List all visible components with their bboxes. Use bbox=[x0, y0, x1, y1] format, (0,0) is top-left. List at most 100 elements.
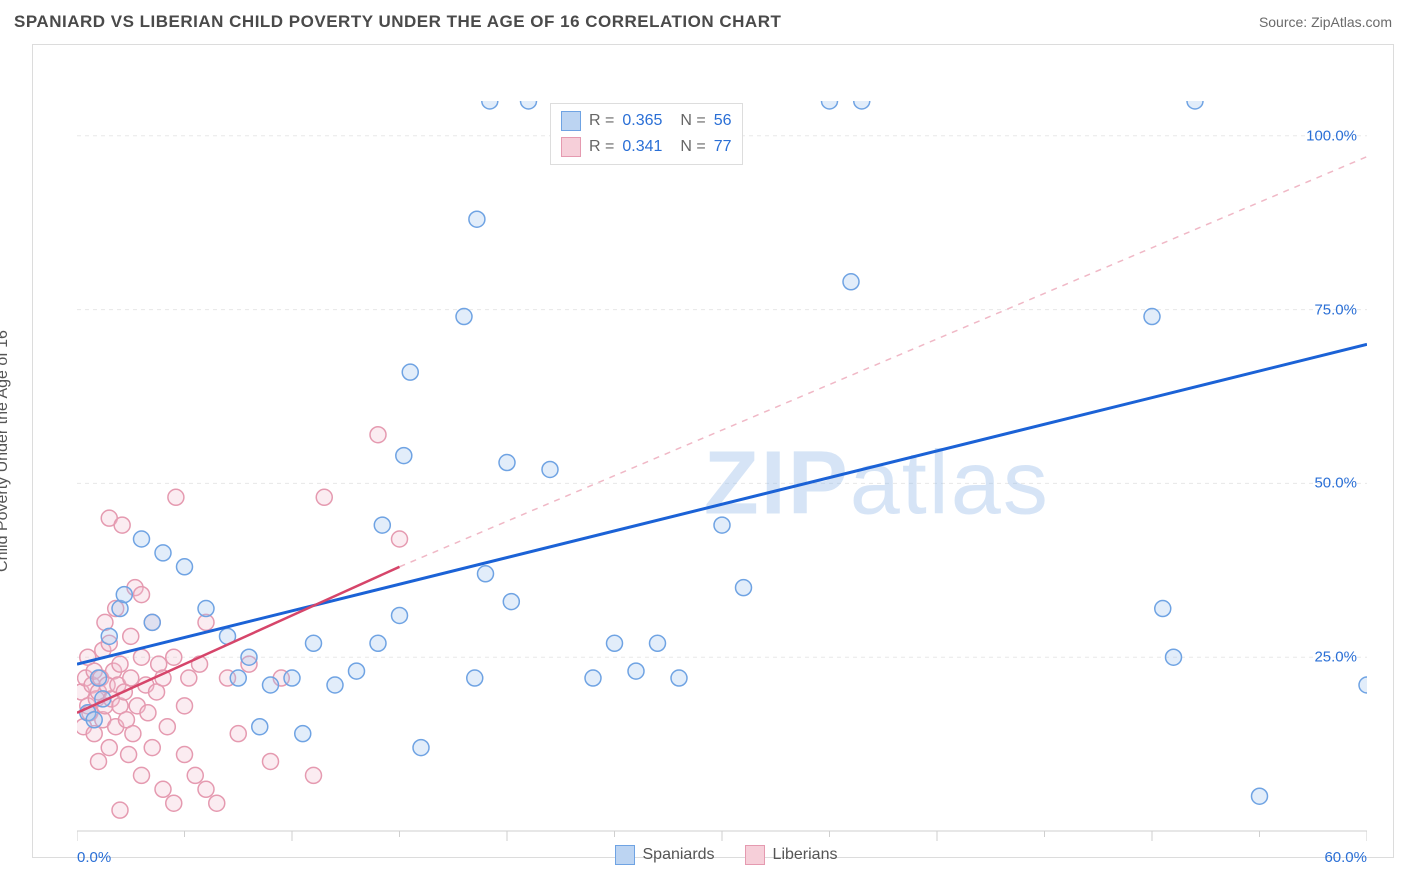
point-spaniards bbox=[1144, 309, 1160, 325]
point-spaniards bbox=[177, 559, 193, 575]
point-liberians bbox=[370, 427, 386, 443]
y-tick-label: 100.0% bbox=[1306, 127, 1357, 144]
point-liberians bbox=[166, 649, 182, 665]
point-liberians bbox=[134, 587, 150, 603]
legend-swatch bbox=[745, 845, 765, 865]
point-spaniards bbox=[1359, 677, 1367, 693]
point-spaniards bbox=[327, 677, 343, 693]
point-spaniards bbox=[650, 635, 666, 651]
point-spaniards bbox=[392, 607, 408, 623]
point-liberians bbox=[123, 628, 139, 644]
series-legend: Spaniards Liberians bbox=[615, 845, 838, 865]
point-liberians bbox=[123, 670, 139, 686]
point-spaniards bbox=[101, 628, 117, 644]
point-liberians bbox=[112, 802, 128, 818]
point-spaniards bbox=[843, 274, 859, 290]
point-liberians bbox=[125, 726, 141, 742]
point-liberians bbox=[263, 753, 279, 769]
point-spaniards bbox=[714, 517, 730, 533]
point-liberians bbox=[392, 531, 408, 547]
point-liberians bbox=[187, 767, 203, 783]
point-spaniards bbox=[413, 740, 429, 756]
point-spaniards bbox=[396, 448, 412, 464]
y-axis-label: Child Poverty Under the Age of 16 bbox=[0, 330, 12, 572]
correlation-legend-row: R = 0.365 N = 56 bbox=[561, 108, 732, 134]
point-spaniards bbox=[86, 712, 102, 728]
point-spaniards bbox=[542, 461, 558, 477]
chart-title: SPANIARD VS LIBERIAN CHILD POVERTY UNDER… bbox=[14, 12, 781, 32]
series-legend-label: Spaniards bbox=[643, 846, 715, 863]
legend-swatch bbox=[561, 111, 581, 131]
point-spaniards bbox=[230, 670, 246, 686]
point-spaniards bbox=[349, 663, 365, 679]
point-spaniards bbox=[402, 364, 418, 380]
point-spaniards bbox=[306, 635, 322, 651]
legend-swatch bbox=[561, 137, 581, 157]
point-liberians bbox=[181, 670, 197, 686]
point-liberians bbox=[198, 781, 214, 797]
point-spaniards bbox=[854, 101, 870, 109]
point-liberians bbox=[177, 698, 193, 714]
y-tick-label: 25.0% bbox=[1314, 649, 1357, 666]
point-liberians bbox=[121, 747, 137, 763]
point-spaniards bbox=[116, 587, 132, 603]
point-spaniards bbox=[144, 614, 160, 630]
point-spaniards bbox=[295, 726, 311, 742]
point-liberians bbox=[144, 740, 160, 756]
point-spaniards bbox=[155, 545, 171, 561]
correlation-legend-row: R =0.341 N =77 bbox=[561, 134, 732, 160]
point-spaniards bbox=[1155, 601, 1171, 617]
source-label: Source: ZipAtlas.com bbox=[1259, 14, 1392, 30]
point-spaniards bbox=[252, 719, 268, 735]
y-tick-label: 50.0% bbox=[1314, 475, 1357, 492]
point-liberians bbox=[209, 795, 225, 811]
watermark: ZIPatlas bbox=[704, 433, 1050, 533]
x-tick-label: 60.0% bbox=[1324, 849, 1367, 866]
series-legend-label: Liberians bbox=[773, 846, 838, 863]
point-spaniards bbox=[284, 670, 300, 686]
point-spaniards bbox=[91, 670, 107, 686]
point-spaniards bbox=[370, 635, 386, 651]
point-liberians bbox=[316, 489, 332, 505]
r-label: R = bbox=[589, 108, 614, 134]
point-liberians bbox=[166, 795, 182, 811]
point-spaniards bbox=[478, 566, 494, 582]
point-spaniards bbox=[482, 101, 498, 109]
n-value: 56 bbox=[714, 108, 732, 134]
y-tick-label: 75.0% bbox=[1314, 301, 1357, 318]
point-spaniards bbox=[1252, 788, 1268, 804]
point-spaniards bbox=[263, 677, 279, 693]
r-value: 0.365 bbox=[622, 108, 662, 134]
chart-svg: ZIPatlas bbox=[77, 101, 1367, 873]
point-liberians bbox=[134, 649, 150, 665]
r-label: R = bbox=[589, 134, 614, 160]
point-spaniards bbox=[503, 594, 519, 610]
point-liberians bbox=[101, 740, 117, 756]
point-liberians bbox=[306, 767, 322, 783]
series-legend-item: Liberians bbox=[745, 845, 838, 865]
point-spaniards bbox=[1166, 649, 1182, 665]
point-spaniards bbox=[469, 211, 485, 227]
point-liberians bbox=[230, 726, 246, 742]
point-liberians bbox=[134, 767, 150, 783]
point-spaniards bbox=[374, 517, 390, 533]
point-liberians bbox=[177, 747, 193, 763]
point-spaniards bbox=[736, 580, 752, 596]
point-spaniards bbox=[467, 670, 483, 686]
point-liberians bbox=[168, 489, 184, 505]
point-liberians bbox=[112, 656, 128, 672]
point-spaniards bbox=[628, 663, 644, 679]
point-liberians bbox=[140, 705, 156, 721]
point-spaniards bbox=[198, 601, 214, 617]
point-spaniards bbox=[607, 635, 623, 651]
point-liberians bbox=[114, 517, 130, 533]
point-spaniards bbox=[241, 649, 257, 665]
point-spaniards bbox=[1187, 101, 1203, 109]
point-liberians bbox=[159, 719, 175, 735]
point-spaniards bbox=[134, 531, 150, 547]
point-liberians bbox=[155, 781, 171, 797]
point-spaniards bbox=[585, 670, 601, 686]
n-label: N = bbox=[680, 108, 705, 134]
r-value: 0.341 bbox=[622, 134, 662, 160]
x-tick-label: 0.0% bbox=[77, 849, 111, 866]
